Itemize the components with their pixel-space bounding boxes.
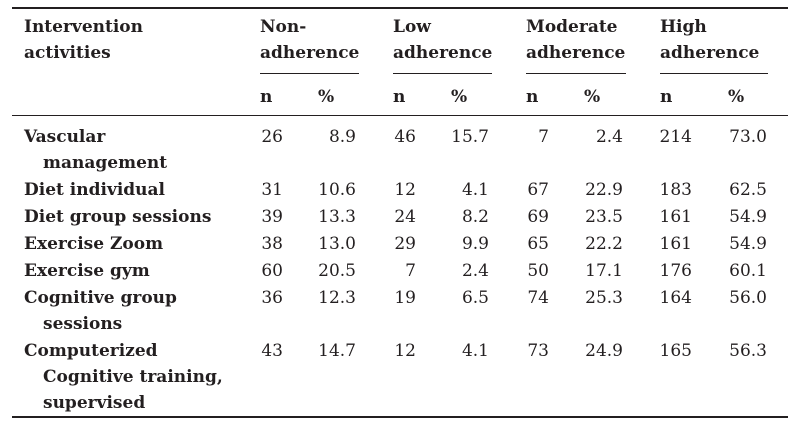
- percent-cell: 8.9: [328, 127, 356, 147]
- count-cell: 165: [659, 341, 692, 361]
- header-high-adherence-line2: adherence: [660, 43, 760, 63]
- header-col-activities-line2: activities: [24, 43, 111, 63]
- count-cell: 7: [538, 127, 549, 147]
- count-cell: 161: [659, 234, 692, 254]
- percent-cell: 24.9: [585, 341, 623, 361]
- count-cell: 12: [394, 341, 416, 361]
- percent-cell: 12.3: [318, 288, 356, 308]
- header-moderate-adherence-line1: Moderate: [526, 17, 618, 37]
- percent-cell: 22.2: [585, 234, 623, 254]
- header-low-adherence-line2: adherence: [393, 43, 493, 63]
- percent-cell: 6.5: [461, 288, 489, 308]
- percent-cell: 9.9: [461, 234, 489, 254]
- subheader-pct: %: [584, 87, 601, 107]
- percent-cell: 54.9: [729, 207, 767, 227]
- percent-cell: 17.1: [585, 261, 623, 281]
- subheader-pct: %: [451, 87, 468, 107]
- percent-cell: 22.9: [585, 180, 623, 200]
- subheader-pct: %: [318, 87, 335, 107]
- subheader-n: n: [260, 87, 273, 107]
- percent-cell: 13.3: [318, 207, 356, 227]
- count-cell: 36: [261, 288, 283, 308]
- percent-cell: 56.3: [729, 341, 767, 361]
- count-cell: 7: [405, 261, 416, 281]
- percent-cell: 62.5: [729, 180, 767, 200]
- count-cell: 183: [659, 180, 692, 200]
- subheader-n: n: [660, 87, 673, 107]
- count-cell: 176: [659, 261, 692, 281]
- count-cell: 24: [394, 207, 416, 227]
- count-cell: 69: [527, 207, 549, 227]
- row-label: Computerized: [24, 341, 158, 361]
- row-label: management: [43, 153, 168, 173]
- count-cell: 214: [659, 127, 692, 147]
- count-cell: 73: [527, 341, 549, 361]
- count-cell: 29: [394, 234, 416, 254]
- non-adherence-underline: [260, 73, 359, 74]
- moderate-adherence-underline: [526, 73, 626, 74]
- high-adherence-underline: [660, 73, 768, 74]
- top-rule: [12, 7, 788, 9]
- bottom-rule: [12, 416, 788, 418]
- header-moderate-adherence-line2: adherence: [526, 43, 626, 63]
- header-non-adherence-line2: adherence: [260, 43, 360, 63]
- count-cell: 50: [527, 261, 549, 281]
- count-cell: 31: [261, 180, 283, 200]
- percent-cell: 73.0: [729, 127, 767, 147]
- percent-cell: 56.0: [729, 288, 767, 308]
- percent-cell: 8.2: [461, 207, 489, 227]
- percent-cell: 10.6: [318, 180, 356, 200]
- row-label: Cognitive training,: [43, 367, 223, 387]
- row-label: Diet individual: [24, 180, 166, 200]
- percent-cell: 4.1: [461, 341, 489, 361]
- header-col-activities-line1: Intervention: [24, 17, 143, 37]
- row-label: Vascular: [24, 127, 106, 147]
- row-label: Diet group sessions: [24, 207, 212, 227]
- header-non-adherence-line1: Non-: [260, 17, 307, 37]
- row-label: sessions: [43, 314, 123, 334]
- count-cell: 26: [261, 127, 283, 147]
- percent-cell: 20.5: [318, 261, 356, 281]
- header-bottom-rule: [12, 115, 788, 116]
- count-cell: 43: [261, 341, 283, 361]
- count-cell: 65: [527, 234, 549, 254]
- header-high-adherence-line1: High: [660, 17, 707, 37]
- header-low-adherence-line1: Low: [393, 17, 431, 37]
- percent-cell: 2.4: [595, 127, 623, 147]
- count-cell: 67: [527, 180, 549, 200]
- count-cell: 161: [659, 207, 692, 227]
- count-cell: 12: [394, 180, 416, 200]
- count-cell: 164: [659, 288, 692, 308]
- low-adherence-underline: [393, 73, 492, 74]
- count-cell: 19: [394, 288, 416, 308]
- percent-cell: 4.1: [461, 180, 489, 200]
- count-cell: 60: [261, 261, 283, 281]
- percent-cell: 25.3: [585, 288, 623, 308]
- subheader-n: n: [526, 87, 539, 107]
- row-label: Exercise gym: [24, 261, 150, 281]
- count-cell: 38: [261, 234, 283, 254]
- count-cell: 46: [394, 127, 416, 147]
- row-label: Cognitive group: [24, 288, 177, 308]
- percent-cell: 54.9: [729, 234, 767, 254]
- percent-cell: 23.5: [585, 207, 623, 227]
- percent-cell: 60.1: [729, 261, 767, 281]
- count-cell: 39: [261, 207, 283, 227]
- percent-cell: 2.4: [461, 261, 489, 281]
- row-label: supervised: [43, 393, 146, 413]
- subheader-pct: %: [728, 87, 745, 107]
- percent-cell: 15.7: [451, 127, 489, 147]
- percent-cell: 14.7: [318, 341, 356, 361]
- row-label: Exercise Zoom: [24, 234, 164, 254]
- count-cell: 74: [527, 288, 549, 308]
- subheader-n: n: [393, 87, 406, 107]
- percent-cell: 13.0: [318, 234, 356, 254]
